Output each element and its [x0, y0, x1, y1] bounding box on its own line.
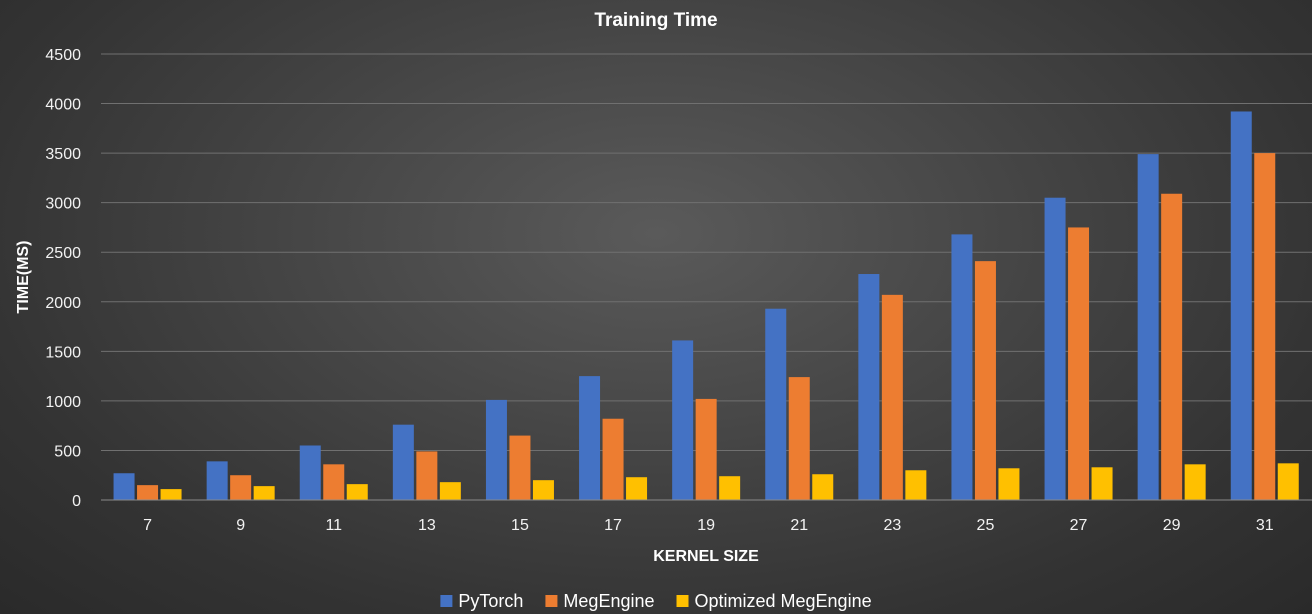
chart-title: Training Time	[594, 10, 717, 31]
x-axis-ticks: 7 9 11 13 15 17 19 21 23 25 27 29 31	[143, 517, 1274, 534]
legend-label: PyTorch	[458, 591, 523, 611]
legend-swatch	[676, 595, 689, 607]
y-tick-label: 500	[54, 443, 81, 460]
y-tick-label: 4000	[45, 97, 81, 114]
bar-megengine-31	[1254, 153, 1276, 500]
x-tick-label: 19	[697, 517, 715, 534]
bar-optimized-megengine-25	[998, 468, 1020, 500]
x-tick-label: 27	[1070, 517, 1088, 534]
legend-label: Optimized MegEngine	[695, 591, 872, 611]
bar-optimized-megengine-17	[626, 477, 648, 500]
bar-pytorch-13	[392, 424, 414, 500]
x-axis-title: KERNEL SIZE	[653, 548, 759, 565]
bar-optimized-megengine-15	[532, 480, 554, 500]
bar-pytorch-29	[1137, 154, 1159, 500]
bar-optimized-megengine-11	[346, 484, 368, 500]
x-tick-label: 15	[511, 517, 529, 534]
bar-pytorch-19	[672, 340, 694, 500]
bar-pytorch-27	[1044, 197, 1066, 500]
x-tick-label: 29	[1163, 517, 1181, 534]
bars	[113, 111, 1299, 501]
x-tick-label: 21	[790, 517, 808, 534]
y-tick-label: 1000	[45, 394, 81, 411]
bar-pytorch-15	[485, 399, 507, 500]
bar-optimized-megengine-19	[719, 476, 741, 500]
legend-swatch	[545, 595, 558, 607]
legend: PyTorch MegEngine Optimized MegEngine	[440, 591, 872, 611]
bar-pytorch-23	[858, 274, 880, 500]
bar-optimized-megengine-31	[1277, 463, 1299, 500]
bar-megengine-13	[416, 451, 438, 500]
bar-megengine-9	[230, 475, 252, 500]
x-tick-label: 9	[236, 517, 245, 534]
bar-megengine-23	[881, 294, 903, 500]
legend-swatch	[440, 595, 453, 607]
y-tick-label: 2000	[45, 295, 81, 312]
y-tick-label: 0	[72, 493, 81, 510]
x-tick-label: 25	[977, 517, 995, 534]
x-tick-label: 13	[418, 517, 436, 534]
y-axis-ticks: 0 500 1000 1500 2000 2500 3000 3500 4000 4500	[45, 47, 81, 510]
bar-optimized-megengine-27	[1091, 467, 1113, 500]
bar-pytorch-9	[206, 461, 228, 500]
bar-megengine-27	[1068, 227, 1090, 500]
bar-megengine-21	[788, 377, 810, 500]
gridlines	[101, 53, 1312, 451]
legend-label: MegEngine	[563, 591, 654, 611]
bar-optimized-megengine-29	[1184, 464, 1206, 500]
y-tick-label: 4500	[45, 47, 81, 64]
x-tick-label: 11	[325, 517, 342, 534]
y-tick-label: 2500	[45, 245, 81, 262]
x-tick-label: 17	[604, 517, 622, 534]
bar-pytorch-31	[1230, 111, 1252, 501]
bar-pytorch-21	[765, 308, 787, 500]
bar-optimized-megengine-9	[253, 486, 275, 500]
x-tick-label: 31	[1256, 517, 1274, 534]
bar-megengine-11	[323, 464, 345, 500]
bar-megengine-29	[1161, 193, 1183, 500]
x-tick-label: 23	[883, 517, 901, 534]
bar-megengine-15	[509, 435, 531, 500]
bar-optimized-megengine-21	[812, 474, 834, 500]
y-tick-label: 1500	[45, 344, 81, 361]
bar-megengine-17	[602, 418, 624, 500]
bar-megengine-19	[695, 398, 717, 500]
x-tick-label: 7	[143, 517, 152, 534]
bar-megengine-25	[974, 261, 996, 500]
bar-pytorch-17	[579, 376, 601, 500]
bar-optimized-megengine-13	[439, 482, 461, 500]
bar-optimized-megengine-7	[160, 489, 182, 500]
y-tick-label: 3000	[45, 196, 81, 213]
bar-optimized-megengine-23	[905, 470, 927, 500]
y-axis-title: TIME(MS)	[15, 241, 32, 314]
y-tick-label: 3500	[45, 146, 81, 163]
bar-pytorch-25	[951, 234, 973, 501]
bar-megengine-7	[137, 485, 159, 500]
bar-pytorch-11	[299, 445, 321, 500]
bar-pytorch-7	[113, 473, 135, 500]
